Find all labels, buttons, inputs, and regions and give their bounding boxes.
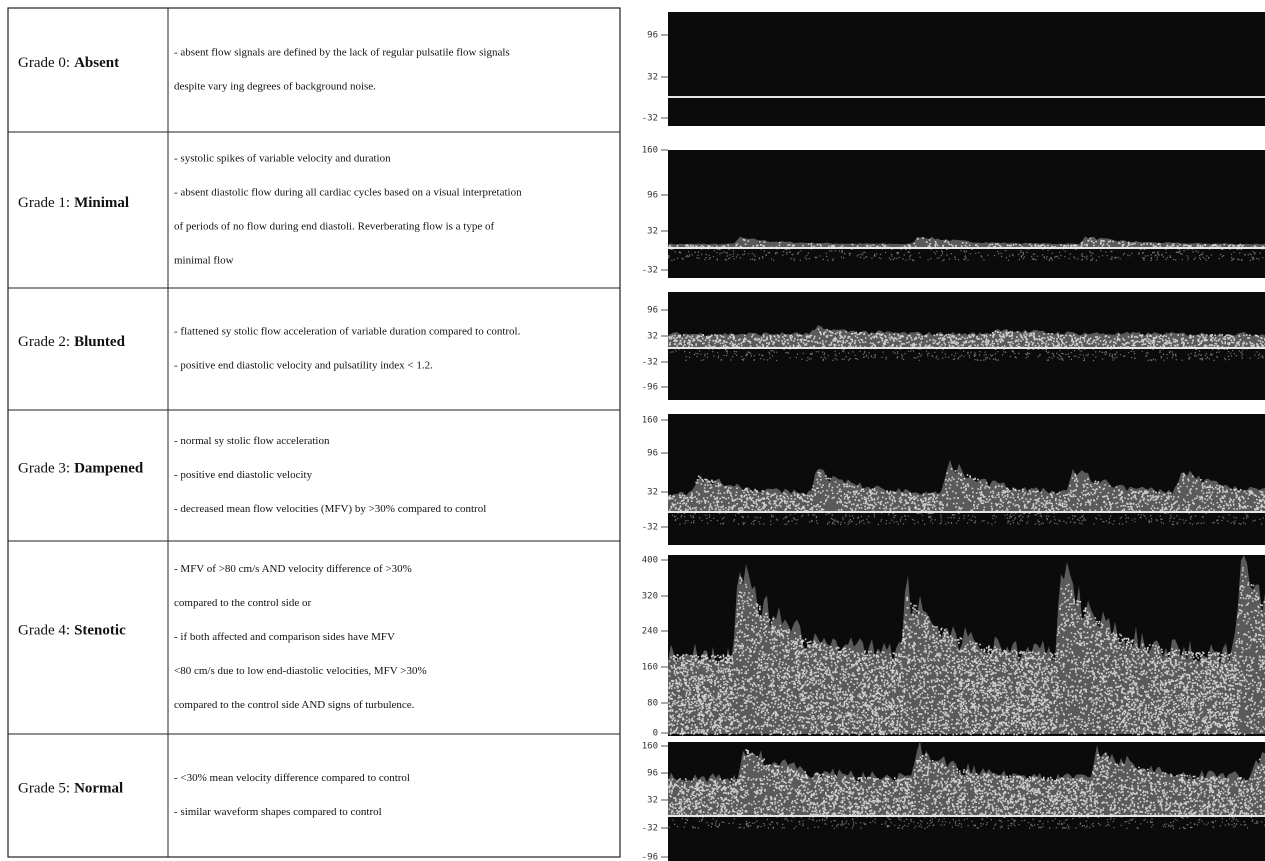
grade-name: Absent	[74, 55, 119, 71]
grade-prefix: Grade 4:	[18, 623, 70, 639]
mirror-noise	[672, 514, 1264, 526]
mirror-noise	[668, 250, 1265, 262]
grade-prefix: Grade 1:	[18, 195, 70, 211]
description-line: despite vary ing degrees of background n…	[174, 81, 376, 93]
waveform-speckle	[668, 237, 1265, 250]
grade-prefix: Grade 3:	[18, 461, 70, 477]
scale-label: 96	[647, 306, 658, 316]
description-line: - MFV of >80 cm/s AND velocity differenc…	[174, 563, 412, 575]
description-line: - <30% mean velocity difference compared…	[174, 772, 410, 784]
scale-label: 320	[642, 592, 658, 602]
scale-label: -96	[642, 383, 658, 393]
scale-label: -32	[642, 114, 658, 124]
doppler-panel	[668, 150, 1265, 278]
description-line: minimal flow	[174, 255, 234, 267]
grade-name: Stenotic	[74, 623, 126, 639]
scale-label: -32	[642, 824, 658, 834]
scale-label: 240	[642, 627, 658, 637]
scale-label: 160	[642, 742, 658, 752]
scale-label: 0	[653, 729, 658, 739]
description-line: of periods of no flow during end diastol…	[174, 221, 494, 233]
scale-label: 96	[647, 449, 658, 459]
scale-label: 160	[642, 416, 658, 426]
waveform-speckle	[668, 749, 1265, 818]
scale-label: 400	[642, 556, 658, 566]
description-line: - normal sy stolic flow acceleration	[174, 435, 330, 447]
scale-label: 96	[647, 769, 658, 779]
scale-label: 96	[647, 31, 658, 41]
scale-label: -32	[642, 358, 658, 368]
doppler-panel	[668, 12, 1265, 126]
description-line: - similar waveform shapes compared to co…	[174, 806, 382, 818]
waveform-envelope	[668, 740, 1265, 816]
grade-label: Grade 1: Minimal	[18, 195, 129, 211]
description-line: compared to the control side or	[174, 597, 311, 609]
grade-prefix: Grade 0:	[18, 55, 70, 71]
grade-label: Grade 0: Absent	[18, 55, 119, 71]
description-line: - if both affected and comparison sides …	[174, 631, 395, 643]
grade-prefix: Grade 5:	[18, 781, 70, 797]
description-line: - systolic spikes of variable velocity a…	[174, 153, 391, 165]
grade-prefix: Grade 2:	[18, 334, 70, 350]
description-line: - absent flow signals are defined by the…	[174, 47, 510, 59]
scale-label: 32	[647, 227, 658, 237]
grade-name: Minimal	[74, 195, 129, 211]
grade-name: Blunted	[74, 334, 126, 350]
scale-label: -32	[642, 523, 658, 533]
mirror-noise	[670, 350, 1264, 362]
description-line: - positive end diastolic velocity	[174, 469, 313, 481]
scale-label: 32	[647, 796, 658, 806]
scale-label: 80	[647, 699, 658, 709]
grade-label: Grade 2: Blunted	[18, 334, 126, 350]
grade-name: Dampened	[74, 461, 144, 477]
description-line: - decreased mean flow velocities (MFV) b…	[174, 503, 486, 515]
scale-label: 96	[647, 191, 658, 201]
scale-label: -32	[642, 266, 658, 276]
grade-label: Grade 4: Stenotic	[18, 623, 126, 639]
description-line: - absent diastolic flow during all cardi…	[174, 187, 522, 199]
description-line: compared to the control side AND signs o…	[174, 699, 415, 711]
grade-label: Grade 3: Dampened	[18, 461, 144, 477]
waveform-speckle	[668, 468, 1265, 514]
waveform-envelope	[668, 555, 1265, 734]
table-border	[7, 7, 621, 858]
scale-label: 32	[647, 73, 658, 83]
description-line: - positive end diastolic velocity and pu…	[174, 360, 433, 372]
waveform-speckle	[668, 567, 1265, 736]
scale-label: 160	[642, 663, 658, 673]
description-line: - flattened sy stolic flow acceleration …	[174, 326, 521, 338]
scale-label: -96	[642, 853, 658, 861]
scale-label: 160	[642, 146, 658, 156]
grade-name: Normal	[74, 781, 123, 797]
scale-label: 32	[647, 332, 658, 342]
grade-label: Grade 5: Normal	[18, 781, 123, 797]
scale-label: 32	[647, 488, 658, 498]
description-line: <80 cm/s due to low end-diastolic veloci…	[174, 665, 427, 677]
